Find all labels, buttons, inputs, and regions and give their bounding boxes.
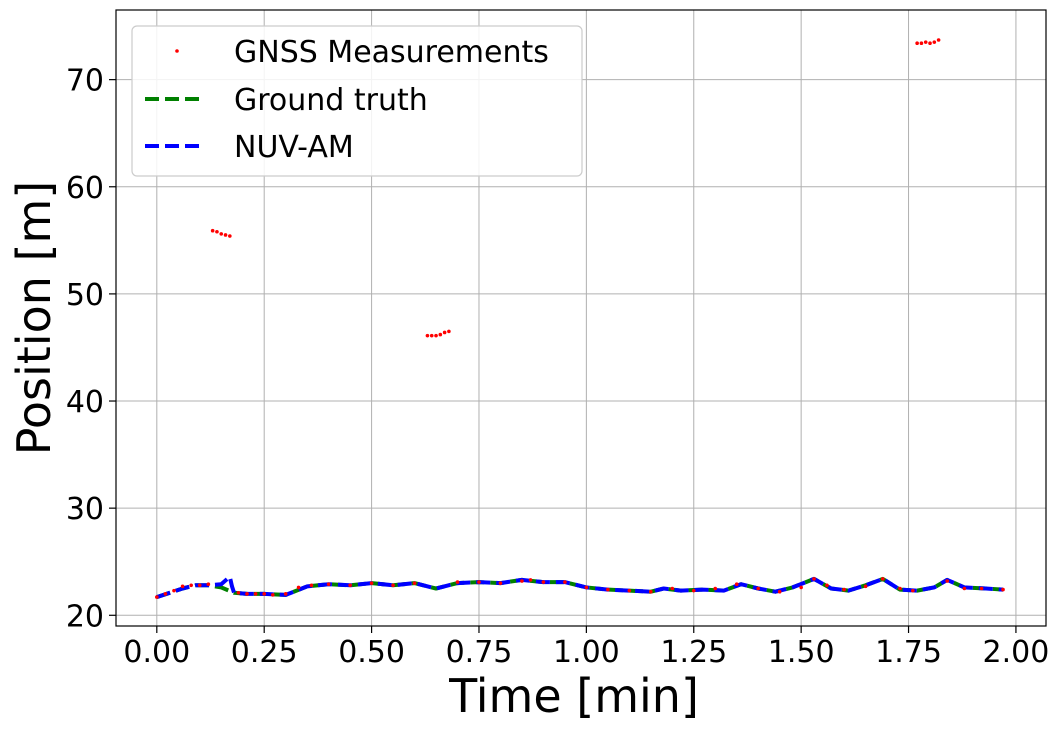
data-point-gnss-measurements bbox=[210, 228, 215, 233]
data-point-gnss-measurements bbox=[215, 229, 219, 234]
y-tick-label: 50 bbox=[66, 278, 104, 313]
data-point-gnss-measurements bbox=[172, 588, 176, 593]
data-point-gnss-measurements bbox=[412, 581, 417, 585]
data-point-gnss-measurements bbox=[245, 592, 249, 596]
data-point-gnss-measurements bbox=[962, 586, 967, 591]
legend-label-ground-truth: Ground truth bbox=[234, 83, 428, 118]
data-point-gnss-measurements bbox=[498, 581, 503, 585]
data-point-gnss-measurements bbox=[734, 582, 739, 587]
y-tick-label: 40 bbox=[66, 385, 104, 420]
data-point-gnss-measurements bbox=[932, 40, 937, 44]
data-point-gnss-measurements bbox=[434, 333, 438, 338]
data-point-gnss-measurements bbox=[163, 592, 168, 596]
data-point-gnss-measurements bbox=[438, 332, 443, 337]
data-point-gnss-measurements bbox=[919, 41, 924, 46]
y-tick-label: 60 bbox=[66, 171, 104, 206]
data-point-gnss-measurements bbox=[236, 590, 241, 595]
data-point-gnss-measurements bbox=[606, 587, 610, 592]
data-point-gnss-measurements bbox=[477, 580, 481, 584]
x-axis-label: Time [min] bbox=[448, 669, 699, 723]
data-point-gnss-measurements bbox=[283, 592, 288, 596]
data-point-gnss-measurements bbox=[923, 40, 928, 44]
data-point-gnss-measurements bbox=[253, 592, 258, 596]
data-point-gnss-measurements bbox=[206, 582, 211, 587]
data-point-gnss-measurements bbox=[713, 586, 718, 591]
data-point-gnss-measurements bbox=[777, 589, 782, 594]
data-point-gnss-measurements bbox=[189, 583, 193, 588]
x-tick-label: 2.00 bbox=[983, 635, 1050, 670]
y-tick-label: 30 bbox=[66, 492, 104, 527]
plot-frame bbox=[115, 9, 1047, 627]
data-point-gnss-measurements bbox=[1001, 587, 1005, 592]
data-point-gnss-measurements bbox=[541, 580, 546, 584]
data-point-gnss-measurements bbox=[691, 588, 696, 593]
plot-area bbox=[155, 38, 1005, 599]
data-point-gnss-measurements bbox=[825, 583, 829, 588]
data-point-gnss-measurements bbox=[326, 582, 331, 587]
data-point-gnss-measurements bbox=[898, 586, 902, 591]
data-point-gnss-measurements bbox=[296, 585, 301, 590]
x-tick-label: 1.00 bbox=[553, 635, 620, 670]
data-point-gnss-measurements bbox=[880, 577, 885, 581]
x-tick-label: 0.50 bbox=[338, 635, 405, 670]
data-point-gnss-measurements bbox=[520, 579, 524, 583]
data-point-gnss-measurements bbox=[270, 593, 275, 597]
data-point-gnss-measurements bbox=[309, 583, 314, 588]
data-point-gnss-measurements bbox=[911, 588, 915, 593]
x-tick-label: 0.00 bbox=[123, 635, 190, 670]
x-tick-label: 1.25 bbox=[660, 635, 727, 670]
data-point-gnss-measurements bbox=[915, 41, 919, 46]
data-point-gnss-measurements bbox=[219, 232, 224, 236]
legend: GNSS Measurements Ground truth NUV-AM bbox=[131, 25, 583, 177]
legend-label-nuv-am: NUV-AM bbox=[234, 130, 354, 165]
data-point-gnss-measurements bbox=[979, 586, 984, 591]
data-point-gnss-measurements bbox=[528, 578, 533, 582]
data-point-gnss-measurements bbox=[455, 580, 460, 584]
data-point-gnss-measurements bbox=[563, 580, 567, 584]
data-point-gnss-measurements bbox=[442, 330, 447, 335]
data-point-gnss-measurements bbox=[928, 41, 932, 46]
data-point-gnss-measurements bbox=[863, 584, 868, 589]
data-point-gnss-measurements bbox=[262, 592, 266, 596]
y-tick-label: 70 bbox=[66, 64, 104, 99]
y-tick-label: 20 bbox=[66, 599, 104, 634]
data-point-gnss-measurements bbox=[429, 333, 434, 338]
data-point-gnss-measurements bbox=[155, 595, 159, 599]
y-axis: 20 30 40 50 60 70 bbox=[66, 64, 116, 634]
data-point-gnss-measurements bbox=[670, 586, 675, 591]
data-point-gnss-measurements bbox=[584, 585, 589, 590]
data-point-gnss-measurements bbox=[812, 577, 816, 581]
data-point-gnss-measurements bbox=[223, 233, 228, 237]
data-point-gnss-measurements bbox=[627, 588, 632, 593]
data-point-gnss-measurements bbox=[799, 585, 803, 590]
data-point-gnss-measurements bbox=[425, 333, 430, 338]
data-point-gnss-measurements bbox=[945, 579, 950, 583]
data-point-gnss-measurements bbox=[936, 38, 941, 42]
data-point-gnss-measurements bbox=[348, 583, 352, 588]
x-tick-label: 0.25 bbox=[231, 635, 298, 670]
y-axis-label: Position [m] bbox=[7, 181, 61, 455]
x-tick-label: 1.50 bbox=[768, 635, 835, 670]
data-point-gnss-measurements bbox=[228, 234, 232, 238]
x-tick-label: 0.75 bbox=[446, 635, 513, 670]
data-point-gnss-measurements bbox=[447, 329, 451, 334]
x-tick-label: 1.75 bbox=[875, 635, 942, 670]
legend-box bbox=[131, 25, 583, 177]
data-point-gnss-measurements bbox=[756, 586, 760, 591]
data-point-gnss-measurements bbox=[369, 581, 374, 585]
data-point-gnss-measurements bbox=[649, 589, 653, 594]
data-point-gnss-measurements bbox=[197, 583, 202, 588]
legend-label-gnss: GNSS Measurements bbox=[234, 35, 549, 70]
x-axis: 0.00 0.25 0.50 0.75 1.00 1.25 1.50 1.75 2.00 bbox=[123, 626, 1049, 670]
data-point-gnss-measurements bbox=[180, 584, 185, 589]
data-point-gnss-measurements bbox=[391, 583, 395, 588]
legend-marker-gnss bbox=[175, 49, 179, 53]
data-point-gnss-measurements bbox=[842, 587, 846, 592]
